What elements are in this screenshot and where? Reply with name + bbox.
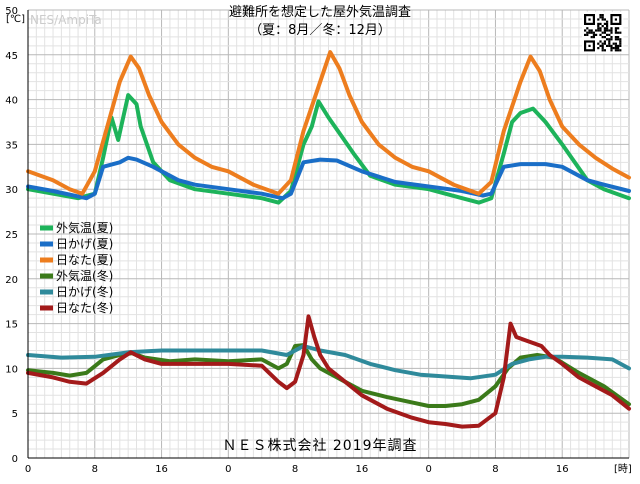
x-tick-label: 16 <box>356 464 369 475</box>
x-tick-labels: 0 8 16 0 8 16 0 8 16 <box>25 464 569 475</box>
series-line-5 <box>26 344 631 381</box>
x-tick-label: 16 <box>556 464 569 475</box>
y-axis-unit-label: [℃] <box>6 14 25 25</box>
y-tick-labels: 0 5 10 15 20 25 30 35 40 45 50 <box>5 6 18 465</box>
series-line-2 <box>26 155 631 201</box>
series-line-1 <box>26 93 631 205</box>
legend-label: 外気温(夏) <box>56 220 113 235</box>
x-axis-unit-label: [時] <box>614 463 632 475</box>
watermark-text: NES/AmpiTa <box>30 13 102 27</box>
axes-group <box>27 10 629 459</box>
grid-lines <box>27 9 630 459</box>
legend-label: 日かげ(冬) <box>56 284 113 299</box>
x-tick-label: 16 <box>155 464 168 475</box>
y-tick-label: 20 <box>5 275 18 286</box>
series-line-6 <box>26 314 631 429</box>
y-tick-label: 50 <box>5 6 18 17</box>
legend: 外気温(夏) 日かげ(夏) 日なた(夏)外気温(冬)日かげ(冬)日なた(冬) <box>40 220 113 315</box>
y-tick-label: 25 <box>5 230 18 241</box>
y-tick-label: 45 <box>5 51 18 62</box>
x-tick-label: 0 <box>25 464 31 475</box>
x-tick-label: 0 <box>225 464 231 475</box>
x-tick-label: 8 <box>292 464 298 475</box>
y-tick-label: 10 <box>5 364 18 375</box>
y-tick-label: 15 <box>5 320 18 331</box>
x-tick-label: 8 <box>492 464 498 475</box>
qr-code-icon[interactable] <box>582 12 624 54</box>
footer-note: ＮＥＳ株式会社 2019年調査 <box>222 438 417 454</box>
chart-title: 避難所を想定した屋外気温調査 <box>229 4 411 20</box>
chart-subtitle: （夏：8月／冬：12月） <box>249 22 391 38</box>
y-tick-label: 30 <box>5 185 18 196</box>
legend-label: 日かげ(夏) <box>56 237 113 251</box>
legend-label: 日なた(夏) <box>56 253 113 267</box>
y-tick-label: 35 <box>5 140 18 151</box>
y-tick-label: 5 <box>12 409 18 420</box>
y-tick-label: 40 <box>5 96 18 107</box>
series-group <box>26 50 631 429</box>
x-tick-label: 0 <box>425 464 431 475</box>
y-tick-label: 0 <box>12 454 18 465</box>
x-tick-label: 8 <box>92 464 98 475</box>
series-line-3 <box>26 50 631 196</box>
legend-label: 外気温(冬) <box>56 268 113 283</box>
legend-label: 日なた(冬) <box>56 300 113 315</box>
